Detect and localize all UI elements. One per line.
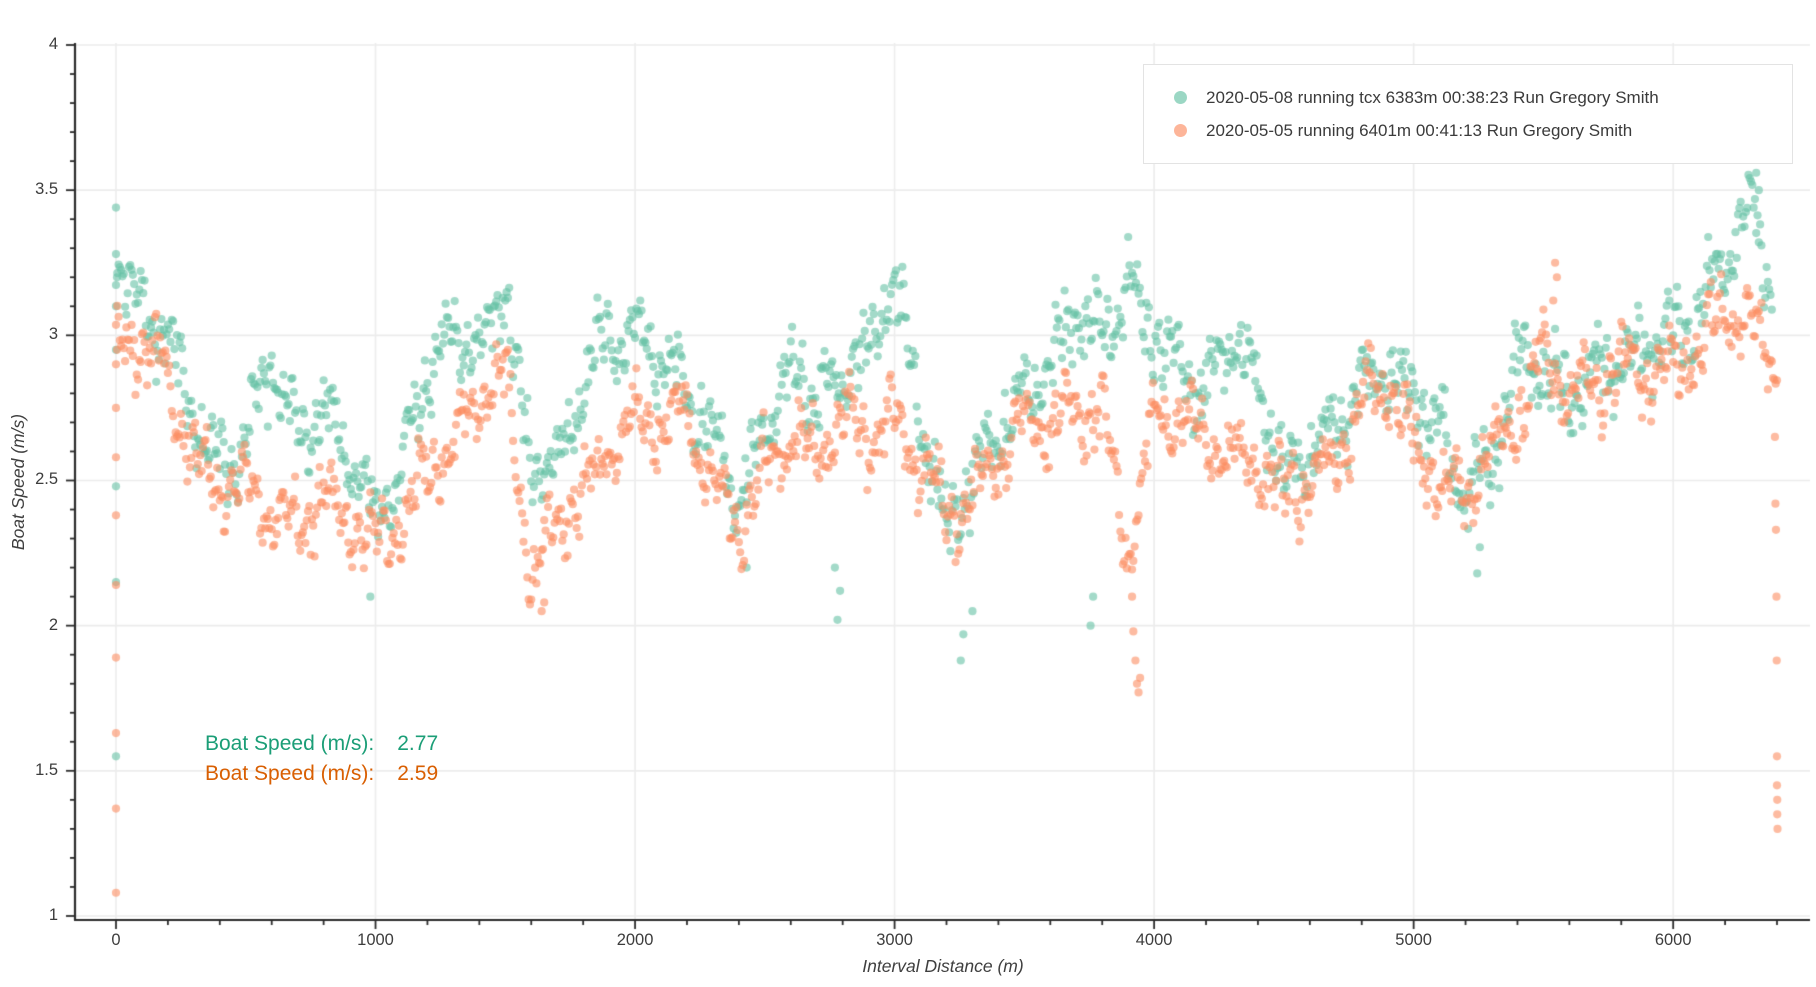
avg-speed-value: 2.59 — [397, 762, 439, 785]
x-tick-label: 5000 — [1395, 931, 1432, 949]
legend-item-label: 2020-05-05 running 6401m 00:41:13 Run Gr… — [1206, 120, 1633, 140]
x-tick-label: 4000 — [1135, 931, 1173, 949]
legend-item-2020-05-05[interactable]: 2020-05-05 running 6401m 00:41:13 Run Gr… — [1174, 121, 1792, 141]
x-tick-label: 6000 — [1654, 931, 1692, 949]
legend-dot-icon — [1174, 124, 1187, 137]
legend-dot-icon — [1174, 91, 1187, 104]
avg-speed-annotation-orange: Boat Speed (m/s): 2.59 — [205, 761, 438, 786]
legend-item-2020-05-08[interactable]: 2020-05-08 running tcx 6383m 00:38:23 Ru… — [1174, 88, 1792, 108]
legend: 2020-05-08 running tcx 6383m 00:38:23 Ru… — [1143, 64, 1793, 164]
avg-speed-label: Boat Speed (m/s): — [205, 732, 375, 755]
y-tick-label: 3 — [48, 325, 58, 344]
avg-speed-annotation-green: Boat Speed (m/s): 2.77 — [205, 731, 438, 756]
y-tick-label: 2 — [48, 615, 58, 634]
x-tick-label: 3000 — [876, 931, 913, 949]
y-tick-label: 3.5 — [35, 180, 58, 199]
legend-item-label: 2020-05-08 running tcx 6383m 00:38:23 Ru… — [1206, 87, 1659, 107]
x-axis-title: Interval Distance (m) — [862, 956, 1024, 976]
y-tick-label: 1.5 — [35, 760, 58, 779]
y-tick-label: 1 — [48, 905, 58, 924]
avg-speed-value: 2.77 — [397, 732, 439, 755]
x-tick-label: 2000 — [616, 931, 654, 949]
x-tick-label: 0 — [111, 931, 121, 949]
y-tick-label: 4 — [48, 35, 58, 53]
x-tick-label: 1000 — [357, 931, 394, 949]
avg-speed-label: Boat Speed (m/s): — [205, 762, 375, 785]
y-tick-label: 2.5 — [35, 470, 58, 489]
